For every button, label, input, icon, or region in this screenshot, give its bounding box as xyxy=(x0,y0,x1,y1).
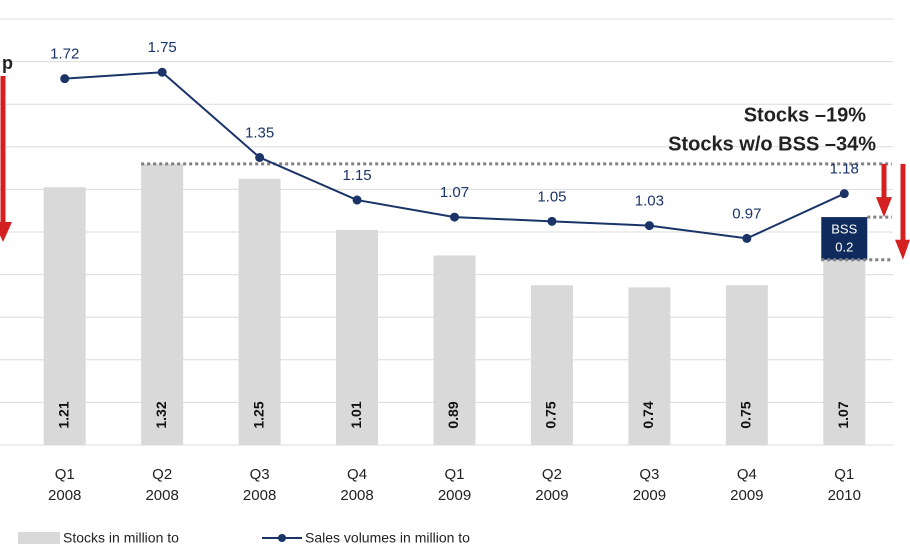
bar-value-label: 1.07 xyxy=(835,401,851,428)
sales-marker xyxy=(742,233,752,243)
bar xyxy=(530,285,573,445)
annotation-cut: p xyxy=(2,53,13,73)
sales-marker xyxy=(839,189,849,199)
legend-label: Stocks in million to xyxy=(63,530,179,546)
x-tick-label: Q1 xyxy=(834,466,854,483)
sales-marker xyxy=(60,74,70,84)
x-tick-label: 2009 xyxy=(535,487,568,504)
bar-value-label: 1.32 xyxy=(153,401,169,428)
bar xyxy=(141,163,184,445)
bss-value: 0.2 xyxy=(835,240,853,255)
line-value-label: 1.35 xyxy=(245,124,274,141)
bar xyxy=(628,287,671,445)
line-value-label: 1.05 xyxy=(537,188,566,205)
legend-swatch-marker xyxy=(278,534,286,542)
bar xyxy=(725,285,768,445)
x-tick-label: Q3 xyxy=(639,466,659,483)
arrow-head xyxy=(876,197,892,218)
bss-box xyxy=(821,217,868,260)
x-tick-label: Q4 xyxy=(737,466,757,483)
bar-value-label: 1.25 xyxy=(250,401,266,428)
sales-marker xyxy=(547,216,557,226)
x-tick-label: Q2 xyxy=(542,466,562,483)
bar xyxy=(433,255,476,445)
bar-value-label: 0.75 xyxy=(543,401,559,428)
x-tick-label: 2008 xyxy=(243,487,276,504)
legend-label: Sales volumes in million to xyxy=(305,530,470,546)
bar-value-label: 1.01 xyxy=(348,401,364,428)
x-tick-label: Q2 xyxy=(152,466,172,483)
arrow-head xyxy=(895,239,910,260)
sales-marker xyxy=(255,152,265,162)
arrow-left-head xyxy=(0,222,12,242)
annotation-stocks: Stocks –19% xyxy=(744,104,867,126)
line-value-label: 1.07 xyxy=(440,184,469,201)
annotation-stocks-wo-bss: Stocks w/o BSS –34% xyxy=(668,133,876,155)
bar xyxy=(43,187,86,445)
x-tick-label: 2008 xyxy=(145,487,178,504)
sales-marker xyxy=(644,221,654,231)
legend-swatch-bar xyxy=(18,532,60,544)
line-value-label: 1.75 xyxy=(148,39,177,56)
x-tick-label: 2008 xyxy=(340,487,373,504)
line-value-label: 1.18 xyxy=(830,161,859,178)
line-value-label: 0.97 xyxy=(732,205,761,222)
bar xyxy=(238,178,281,445)
x-tick-label: 2008 xyxy=(48,487,81,504)
x-tick-label: Q1 xyxy=(55,466,75,483)
bar-value-label: 1.21 xyxy=(55,401,71,428)
x-tick-label: Q4 xyxy=(347,466,367,483)
bar-value-label: 0.75 xyxy=(738,401,754,428)
bar-value-label: 0.74 xyxy=(640,401,656,428)
sales-marker xyxy=(157,67,167,77)
x-tick-label: 2009 xyxy=(633,487,666,504)
x-tick-label: Q3 xyxy=(250,466,270,483)
bar xyxy=(336,229,379,445)
x-tick-label: Q1 xyxy=(444,466,464,483)
bar-value-label: 0.89 xyxy=(445,401,461,428)
line-value-label: 1.72 xyxy=(50,46,79,63)
line-value-label: 1.03 xyxy=(635,193,664,210)
x-tick-label: 2009 xyxy=(438,487,471,504)
sales-marker xyxy=(450,212,459,222)
line-value-label: 1.15 xyxy=(342,167,371,184)
sales-marker xyxy=(352,195,362,205)
x-tick-label: 2010 xyxy=(828,487,861,504)
bss-label: BSS xyxy=(831,222,857,237)
x-tick-label: 2009 xyxy=(730,487,763,504)
